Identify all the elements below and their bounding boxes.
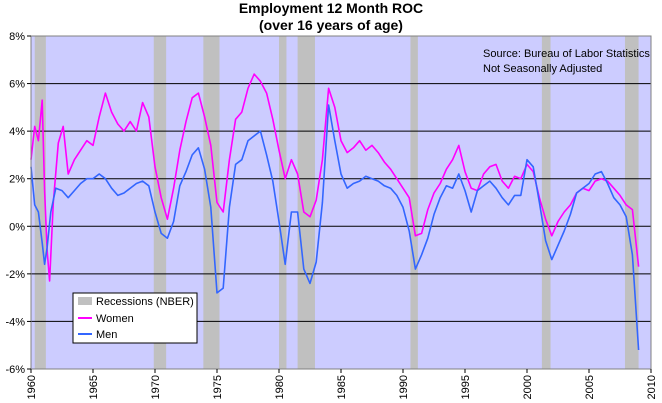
recession-band	[153, 36, 167, 369]
series-lines	[30, 73, 640, 351]
x-axis-ticks: 1960 1965 1970 1975 1980 1985 1990 1995 2000 2005…	[26, 369, 658, 399]
recession-band	[34, 36, 46, 369]
x-tick-label: 1960	[26, 375, 38, 399]
y-tick-label: -2%	[5, 269, 25, 281]
x-tick-label: 2005	[584, 375, 596, 399]
series-line-women	[30, 73, 640, 282]
x-tick-label: 1990	[398, 375, 410, 399]
recession-band	[541, 36, 551, 369]
recession-bands	[34, 36, 639, 369]
legend-label-women: Women	[96, 313, 134, 325]
x-tick-label: 1995	[460, 375, 472, 399]
y-tick-label: -6%	[5, 364, 25, 376]
chart-subtitle: (over 16 years of age)	[259, 17, 403, 33]
x-tick-label: 2000	[522, 375, 534, 399]
recession-band	[410, 36, 418, 369]
y-tick-label: 0%	[9, 221, 25, 233]
y-tick-label: 2%	[9, 174, 25, 186]
recession-band	[297, 36, 315, 369]
y-tick-label: -4%	[5, 316, 25, 328]
x-tick-label: 1980	[274, 375, 286, 399]
legend-label-men: Men	[96, 329, 117, 341]
chart-title: Employment 12 Month ROC	[239, 0, 423, 16]
y-tick-label: 6%	[9, 79, 25, 91]
y-tick-label: 8%	[9, 31, 25, 43]
x-tick-label: 1975	[212, 375, 224, 399]
y-tick-label: 4%	[9, 126, 25, 138]
x-tick-label: 2010	[646, 375, 658, 399]
x-tick-label: 1970	[150, 375, 162, 399]
x-tick-label: 1965	[88, 375, 100, 399]
legend: Recessions (NBER) Women Men	[72, 292, 198, 344]
adjust-note: Not Seasonally Adjusted	[483, 63, 602, 75]
legend-box	[72, 292, 198, 344]
y-axis-ticks: -6% -4% -2% 0% 2% 4% 6% 8%	[5, 31, 31, 376]
recession-band	[279, 36, 287, 369]
legend-swatch-recessions	[78, 297, 92, 305]
legend-label-recessions: Recessions (NBER)	[96, 296, 194, 308]
recession-band	[203, 36, 220, 369]
source-note: Source: Bureau of Labor Statistics	[483, 48, 650, 60]
x-tick-label: 1985	[336, 375, 348, 399]
series-line-men	[30, 104, 640, 351]
